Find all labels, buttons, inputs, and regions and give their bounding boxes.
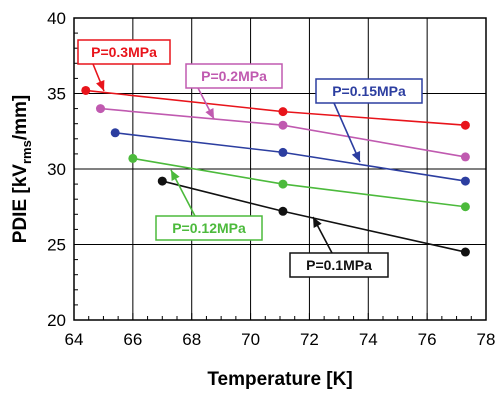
y-tick-label: 20 [47, 311, 66, 330]
data-point [81, 85, 91, 95]
y-tick-label: 25 [47, 236, 66, 255]
callout-box [315, 78, 423, 104]
y-tick-labels: 20 25 30 35 40 [47, 9, 66, 330]
data-point [460, 202, 470, 212]
data-point [110, 128, 120, 138]
x-tick-labels: 64 66 68 70 72 74 76 78 [65, 330, 496, 349]
x-tick-label: 64 [65, 330, 84, 349]
data-point [460, 176, 470, 186]
x-axis-title: Temperature [K] [207, 369, 352, 390]
series-1 [95, 104, 470, 162]
series-callout: P=0.3MPa [77, 39, 171, 92]
x-tick-label: 68 [182, 330, 201, 349]
x-tick-label: 78 [477, 330, 496, 349]
series-callout: P=0.2MPa [185, 63, 283, 120]
series-label: P=0.15MPa [332, 83, 406, 99]
y-axis-title-subscript: rms [19, 140, 34, 164]
callout-arrow-head [96, 80, 105, 91]
x-tick-label: 76 [418, 330, 437, 349]
y-axis-title-prefix: PDIE [kV [10, 164, 31, 244]
callout-box [289, 252, 389, 278]
series-callout: P=0.15MPa [315, 78, 423, 163]
series-label: P=0.1MPa [306, 257, 372, 273]
data-point [157, 176, 167, 186]
data-point [278, 107, 288, 117]
series-3 [128, 153, 470, 212]
y-axis-title: PDIE [kVrms/mm] [10, 95, 34, 243]
data-point [278, 120, 288, 130]
callout-box [185, 63, 283, 89]
series-line [115, 131, 466, 182]
data-point [460, 120, 470, 130]
callout-arrow-head [171, 170, 180, 181]
callout-arrow-line [333, 102, 361, 163]
series-line [132, 157, 466, 208]
series-callout: P=0.12MPa [155, 169, 263, 241]
series-layer [81, 85, 470, 257]
x-tick-label: 74 [359, 330, 378, 349]
callout-layer: P=0.3MPa P=0.2MPa P=0.15MPa P=0.12MPa P=0.1M… [77, 39, 423, 278]
plot-area-frame [73, 17, 487, 321]
data-point [278, 179, 288, 189]
data-point [278, 206, 288, 216]
data-point [128, 153, 138, 163]
callout-arrow-head [313, 217, 322, 228]
callout-arrow-head [351, 151, 361, 162]
callout-arrow-head [205, 108, 214, 119]
series-label: P=0.3MPa [91, 44, 157, 60]
data-point [460, 247, 470, 257]
series-4 [157, 176, 470, 257]
data-point [460, 152, 470, 162]
x-tick-label: 66 [123, 330, 142, 349]
callout-box [155, 215, 263, 241]
y-tick-label: 40 [47, 9, 66, 28]
series-label: P=0.12MPa [172, 220, 246, 236]
data-point [95, 104, 105, 114]
x-tick-label: 70 [241, 330, 260, 349]
series-0 [81, 85, 470, 130]
series-callout: P=0.1MPa [289, 216, 389, 278]
series-2 [110, 128, 470, 186]
data-point [278, 147, 288, 157]
y-axis-title-suffix: /mm] [10, 95, 31, 140]
y-tick-label: 35 [47, 85, 66, 104]
y-tick-label: 30 [47, 160, 66, 179]
callout-box [77, 39, 171, 65]
series-label: P=0.2MPa [201, 68, 267, 84]
x-tick-label: 72 [300, 330, 319, 349]
